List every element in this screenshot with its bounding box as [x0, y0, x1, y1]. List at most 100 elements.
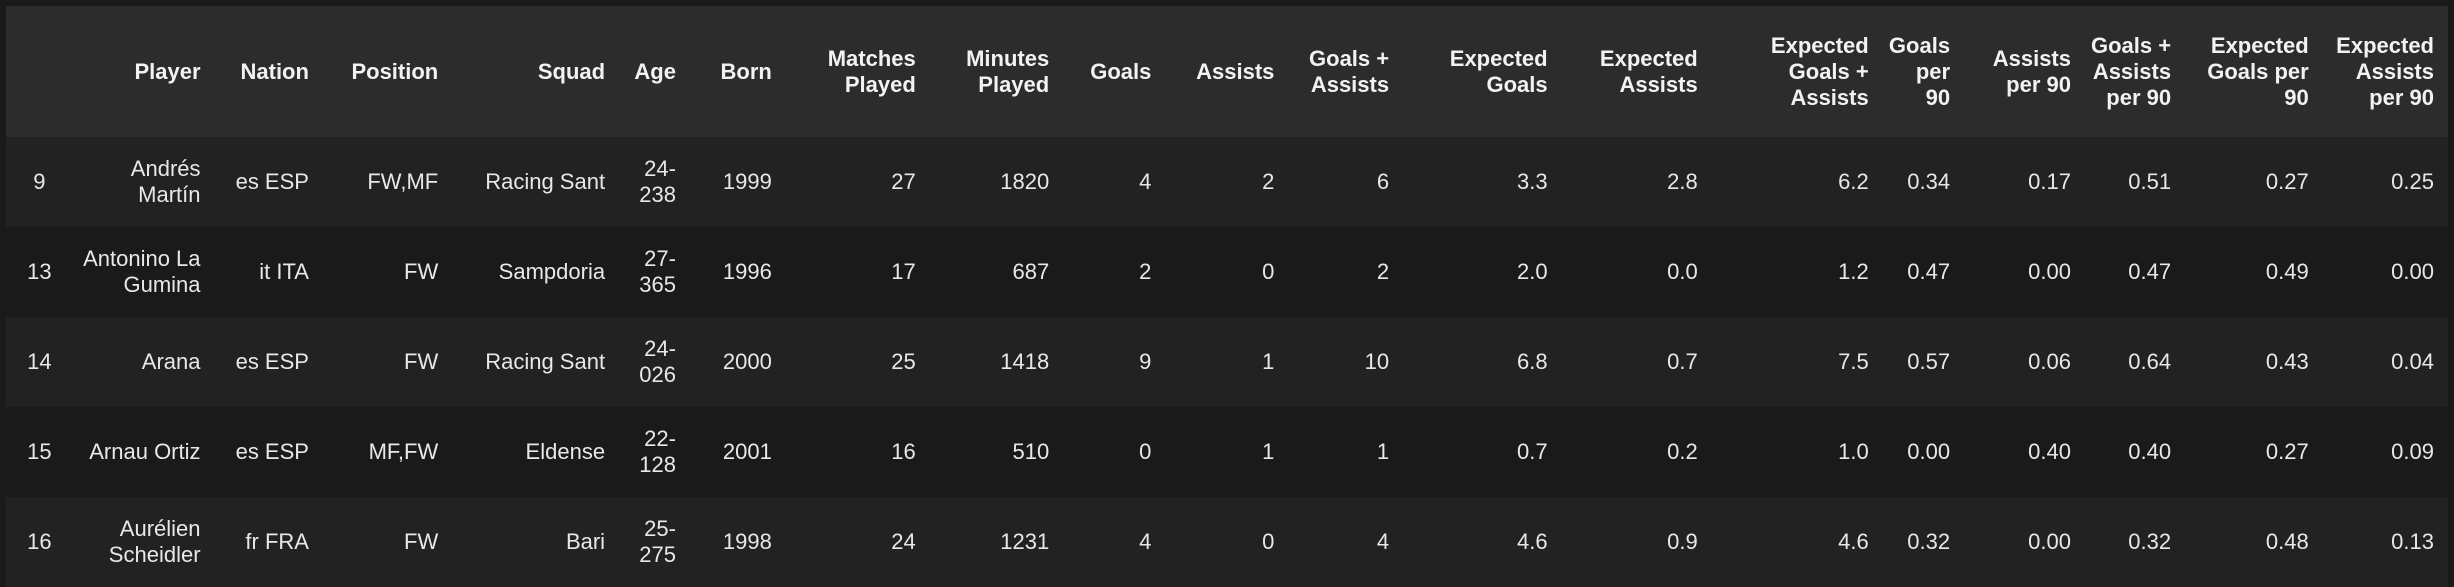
cell-nation: es ESP [235, 169, 309, 194]
column-header-xga: Expected Goals + Assists [1770, 32, 1869, 110]
cell-gls: 9 [1139, 349, 1152, 374]
cell-xa90: 0.04 [2391, 349, 2434, 374]
cell-squad: Sampdoria [498, 259, 606, 284]
cell-gls: 4 [1139, 169, 1152, 194]
stats-table: Player Nation Position Squad Age Born Matches … [6, 6, 2448, 587]
column-header-position: Position [351, 58, 439, 84]
cell-xga: 7.5 [1838, 349, 1869, 374]
column-header-gls: Goals [1090, 58, 1152, 84]
cell-xga: 4.6 [1838, 529, 1869, 554]
cell-a90: 0.00 [2028, 529, 2071, 554]
cell-xa90: 0.09 [2391, 439, 2434, 464]
cell-position: FW,MF [367, 169, 439, 194]
cell-g90: 0.57 [1907, 349, 1951, 374]
cell-a90: 0.40 [2028, 439, 2071, 464]
cell-squad: Racing Sant [485, 349, 606, 374]
cell-xg: 4.6 [1517, 529, 1548, 554]
cell-born: 1999 [722, 169, 772, 194]
cell-index: 13 [27, 259, 52, 284]
cell-ga90: 0.51 [2128, 169, 2172, 194]
column-header-xg90: Expected Goals per 90 [2207, 32, 2309, 110]
table-row: 14 Arana es ESP FW Racing Sant 24-026 2000 25 14… [6, 317, 2448, 407]
table-row: 9 Andrés Martín es ESP FW,MF Racing Sant 24-2… [6, 137, 2448, 227]
cell-player: Andrés Martín [130, 156, 201, 207]
column-header-xa90: Expected Assists per 90 [2336, 32, 2434, 110]
column-header-ast: Assists [1196, 58, 1275, 84]
cell-nation: it ITA [259, 259, 309, 284]
cell-gls: 2 [1139, 259, 1152, 284]
cell-g90: 0.34 [1907, 169, 1951, 194]
cell-player: Arnau Ortiz [89, 439, 201, 464]
cell-min: 687 [1012, 259, 1050, 284]
cell-min: 1820 [1000, 169, 1050, 194]
cell-born: 2001 [722, 439, 772, 464]
cell-xg: 0.7 [1517, 439, 1548, 464]
dataframe-output: Player Nation Position Squad Age Born Matches … [6, 6, 2448, 587]
cell-ast: 1 [1262, 439, 1275, 464]
cell-ga: 1 [1376, 439, 1390, 464]
cell-born: 2000 [722, 349, 772, 374]
table-row: 16 Aurélien Scheidler fr FRA FW Bari 25-275 19… [6, 497, 2448, 587]
column-header-mp: Matches Played [827, 45, 916, 97]
cell-mp: 17 [891, 259, 916, 284]
column-header-index [6, 6, 73, 137]
cell-ast: 0 [1262, 259, 1275, 284]
cell-g90: 0.32 [1907, 529, 1951, 554]
cell-xa: 0.7 [1667, 349, 1698, 374]
cell-ga90: 0.64 [2128, 349, 2172, 374]
cell-nation: es ESP [235, 349, 309, 374]
cell-ast: 1 [1262, 349, 1275, 374]
cell-born: 1998 [722, 529, 772, 554]
cell-min: 510 [1012, 439, 1050, 464]
column-header-xa: Expected Assists [1599, 45, 1698, 97]
cell-age: 27-365 [639, 246, 676, 297]
cell-squad: Eldense [525, 439, 606, 464]
column-header-ga90: Goals + Assists per 90 [2091, 32, 2172, 110]
cell-born: 1996 [722, 259, 772, 284]
cell-a90: 0.06 [2028, 349, 2071, 374]
cell-xg: 3.3 [1517, 169, 1548, 194]
column-header-g90: Goals per 90 [1888, 32, 1951, 110]
cell-mp: 24 [891, 529, 916, 554]
cell-xa90: 0.13 [2391, 529, 2434, 554]
cell-xga: 1.0 [1838, 439, 1869, 464]
cell-index: 14 [27, 349, 52, 374]
cell-mp: 27 [891, 169, 916, 194]
cell-ast: 0 [1262, 529, 1275, 554]
cell-index: 9 [33, 169, 46, 194]
cell-index: 16 [27, 529, 52, 554]
cell-position: FW [404, 529, 439, 554]
header-row: Player Nation Position Squad Age Born Matches … [6, 6, 2448, 137]
cell-squad: Racing Sant [485, 169, 606, 194]
cell-xga: 1.2 [1838, 259, 1869, 284]
cell-age: 22-128 [639, 426, 676, 477]
cell-gls: 4 [1139, 529, 1152, 554]
cell-xa90: 0.25 [2391, 169, 2434, 194]
column-header-xg: Expected Goals [1449, 45, 1548, 97]
column-header-player: Player [134, 58, 201, 84]
column-header-ga: Goals + Assists [1309, 45, 1390, 97]
cell-mp: 16 [891, 439, 916, 464]
cell-player: Aurélien Scheidler [108, 516, 201, 567]
cell-gls: 0 [1139, 439, 1152, 464]
cell-xa: 0.2 [1667, 439, 1698, 464]
cell-g90: 0.47 [1907, 259, 1951, 284]
column-header-nation: Nation [240, 58, 309, 84]
column-header-born: Born [720, 58, 772, 84]
cell-ga90: 0.40 [2128, 439, 2172, 464]
column-header-a90: Assists per 90 [1992, 45, 2071, 97]
cell-xg: 2.0 [1517, 259, 1548, 284]
cell-xg90: 0.43 [2265, 349, 2309, 374]
cell-squad: Bari [565, 529, 606, 554]
cell-age: 24-026 [639, 336, 676, 387]
cell-index: 15 [27, 439, 52, 464]
cell-position: MF,FW [368, 439, 439, 464]
cell-ga: 4 [1376, 529, 1390, 554]
cell-ast: 2 [1262, 169, 1275, 194]
table-body: 9 Andrés Martín es ESP FW,MF Racing Sant 24-2… [6, 137, 2448, 587]
cell-ga: 6 [1376, 169, 1390, 194]
cell-ga: 2 [1376, 259, 1390, 284]
cell-ga90: 0.47 [2128, 259, 2172, 284]
cell-xg: 6.8 [1517, 349, 1548, 374]
cell-xa: 2.8 [1667, 169, 1698, 194]
